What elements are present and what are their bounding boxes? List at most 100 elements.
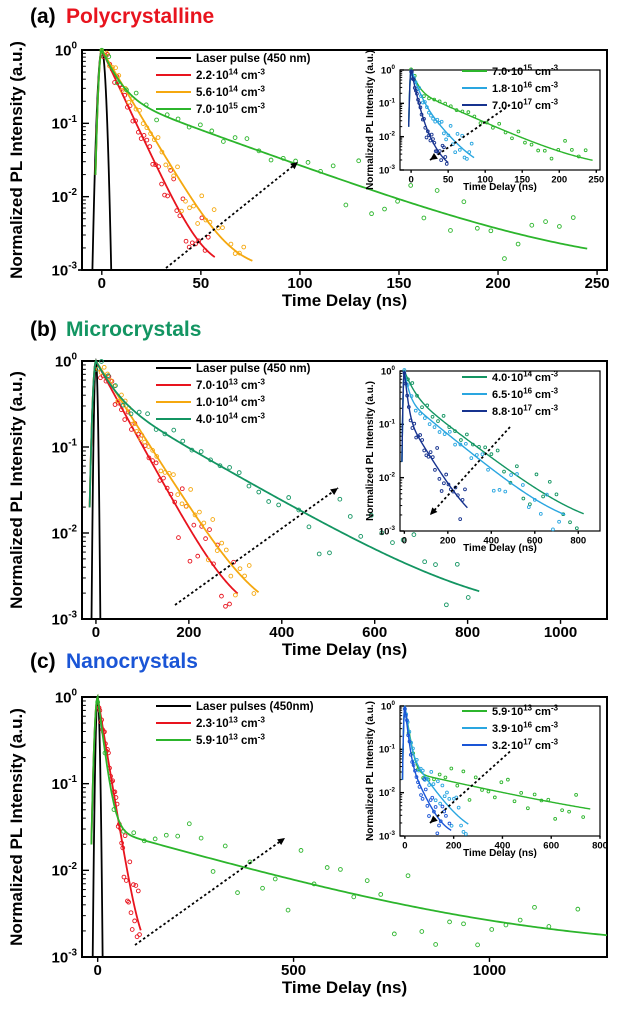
data-point — [534, 472, 539, 477]
data-point — [425, 105, 429, 109]
legend-unit: cm — [238, 104, 258, 116]
data-point — [421, 100, 425, 105]
data-point — [191, 522, 197, 528]
data-point — [557, 519, 561, 524]
data-point — [150, 458, 155, 463]
legend-unit: cm — [532, 83, 551, 95]
legend-unit: cm — [532, 706, 551, 718]
legend-label: 1.8·1016 cm-3 — [492, 81, 559, 95]
data-point — [188, 487, 193, 492]
data-point — [413, 408, 418, 413]
data-point — [426, 454, 431, 459]
data-point — [192, 512, 198, 518]
x-tick-label: 600 — [543, 841, 559, 852]
legend-unit: cm — [238, 70, 258, 82]
data-point — [421, 215, 427, 221]
data-point — [126, 99, 132, 105]
legend-unit-exponent: -3 — [258, 411, 266, 420]
data-point — [106, 54, 112, 59]
data-point — [211, 207, 217, 212]
data-point — [119, 840, 124, 846]
data-point — [570, 148, 574, 152]
y-tick-label: 10-1 — [379, 97, 396, 109]
data-point — [128, 411, 134, 417]
data-point — [465, 432, 469, 437]
legend-unit: cm — [238, 380, 258, 392]
data-point — [413, 768, 417, 773]
trend-arrow-head — [277, 838, 285, 846]
x-tick-label: 1000 — [544, 624, 577, 641]
x-tick-label: 1000 — [473, 962, 506, 979]
data-point — [502, 469, 506, 474]
data-point — [469, 141, 474, 146]
data-point — [427, 110, 431, 115]
data-point — [93, 367, 99, 372]
data-point — [538, 512, 543, 516]
data-point — [219, 593, 224, 599]
data-point — [237, 566, 243, 572]
legend-text: 4.0·10 — [196, 414, 229, 426]
data-point — [416, 97, 420, 102]
data-point — [125, 898, 130, 904]
data-point — [439, 489, 444, 493]
data-point — [175, 164, 180, 170]
data-point — [217, 463, 223, 469]
data-point — [539, 798, 544, 803]
series-5.9-2cb52c — [90, 693, 608, 948]
data-point — [227, 601, 232, 607]
data-point — [163, 832, 169, 838]
data-point — [439, 119, 444, 124]
svg-text:10-2: 10-2 — [52, 861, 78, 880]
inset-frame — [399, 370, 601, 532]
data-point — [403, 381, 408, 386]
data-point — [205, 557, 211, 563]
panel-title: Microcrystals — [66, 318, 201, 341]
data-point — [236, 470, 242, 475]
data-point — [447, 425, 452, 429]
inset-trend-arrow-head — [430, 153, 438, 160]
data-point — [508, 480, 513, 485]
data-point — [447, 796, 452, 801]
y-tick-label: 10-2 — [52, 861, 78, 880]
y-tick-label: 10-1 — [52, 438, 78, 457]
data-point — [568, 520, 572, 525]
data-point — [489, 452, 494, 456]
data-point — [151, 137, 157, 142]
data-point — [95, 699, 101, 705]
legend-text: 1.0·10 — [196, 397, 229, 409]
data-point — [433, 119, 438, 124]
data-point — [231, 559, 236, 565]
data-point — [142, 439, 147, 445]
data-point — [116, 73, 122, 78]
legend-text: 8.8·10 — [492, 406, 523, 418]
data-point — [186, 821, 192, 827]
data-point — [228, 573, 234, 579]
y-tick-label: 100 — [381, 64, 396, 76]
data-point — [526, 505, 531, 509]
x-tick-label: 600 — [527, 536, 543, 547]
data-point — [119, 407, 124, 413]
data-point — [227, 465, 232, 470]
data-point — [130, 421, 136, 427]
legend-exponent: 14 — [229, 84, 239, 93]
x-tick-label: 0 — [93, 962, 101, 979]
data-point — [306, 524, 312, 530]
legend-text: 7.0·10 — [492, 100, 523, 112]
legend-unit-exponent: -3 — [258, 732, 266, 741]
data-point — [491, 488, 496, 493]
data-point — [175, 833, 181, 839]
data-point — [432, 97, 437, 102]
data-point — [114, 801, 120, 807]
svg-text:10-3: 10-3 — [379, 164, 396, 176]
data-point — [187, 558, 193, 564]
data-point — [131, 882, 136, 887]
data-point — [369, 211, 374, 217]
data-point — [449, 823, 454, 828]
inset-frame — [399, 705, 601, 837]
data-point — [199, 215, 205, 221]
data-point — [318, 169, 323, 174]
svg-text:10-3: 10-3 — [379, 830, 396, 842]
data-point — [457, 148, 462, 152]
data-point — [436, 779, 440, 784]
legend-unit-exponent: -3 — [258, 394, 266, 403]
